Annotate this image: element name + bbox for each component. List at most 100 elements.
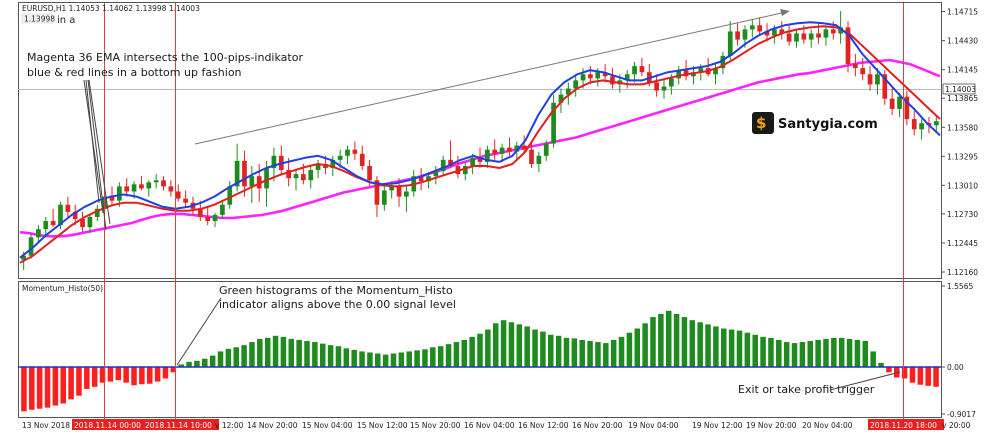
momentum-panel-frame: [18, 281, 942, 418]
momentum-bar: [642, 323, 648, 368]
candle-body: [720, 55, 726, 69]
candle: [220, 201, 225, 219]
momentum-bar: [815, 339, 821, 368]
momentum-bar: [367, 352, 373, 368]
momentum-bar: [52, 367, 59, 406]
momentum-bar: [894, 367, 900, 378]
candle: [212, 212, 218, 228]
candle-body: [521, 145, 527, 150]
price-tick-label: 1.12160: [947, 268, 978, 277]
candle-body: [786, 33, 792, 42]
momentum-bar: [728, 329, 735, 368]
candle: [543, 140, 549, 161]
time-tick-label: 15 Nov 04:00: [302, 421, 353, 430]
momentum-bar: [736, 330, 743, 368]
momentum-bar: [477, 333, 483, 368]
price-tick-label: 1.14145: [947, 66, 978, 75]
candle-body: [661, 86, 667, 91]
candle: [551, 94, 556, 148]
price-tag-box: [942, 83, 976, 95]
price-panel-frame: [18, 2, 942, 279]
momentum-bar: [437, 346, 444, 368]
candle-body: [367, 165, 372, 181]
momentum-bar: [595, 342, 601, 368]
candle-body: [36, 229, 41, 238]
momentum-bar: [280, 336, 287, 368]
momentum-bar: [673, 313, 680, 368]
candle-body: [234, 160, 240, 187]
candle: [381, 186, 387, 211]
time-tick-label: 20 Nov 04:00: [802, 421, 853, 430]
momentum-bar: [131, 367, 137, 386]
momentum-bar: [107, 367, 114, 382]
momentum-bar: [44, 367, 51, 408]
momentum-bar: [807, 341, 814, 368]
red-line: [19, 25, 941, 264]
momentum-bar: [917, 367, 924, 385]
momentum-bar: [115, 367, 122, 381]
candle: [823, 25, 829, 46]
candle-body: [197, 208, 203, 217]
candle-body: [124, 186, 130, 192]
momentum-bar: [351, 349, 357, 368]
candle-body: [109, 196, 115, 201]
candle-body: [359, 153, 365, 166]
momentum-bar: [831, 337, 837, 368]
momentum-bar: [650, 317, 656, 368]
time-tick-label: 13 Nov 2018: [22, 421, 70, 430]
momentum-bar: [414, 350, 420, 368]
candle: [36, 225, 41, 244]
candle-body: [602, 72, 608, 77]
candle-body: [175, 191, 181, 199]
momentum-bar: [327, 345, 334, 368]
momentum-bar: [209, 355, 216, 368]
momentum-bar: [548, 334, 554, 368]
momentum-bar: [390, 353, 397, 368]
momentum-panel-title: Momentum_Histo(50): [22, 284, 103, 293]
candle-body: [860, 68, 866, 75]
candle: [639, 57, 645, 77]
momentum-bar: [760, 336, 766, 368]
candle-body: [911, 119, 917, 130]
momentum-bar: [634, 328, 641, 368]
candle-body: [146, 182, 152, 189]
candle-body: [816, 33, 821, 38]
annotation-momentum-line2: indicator aligns above the 0.00 signal l…: [219, 298, 456, 311]
momentum-bar: [901, 367, 908, 379]
candle-body: [764, 31, 770, 36]
candle-body: [610, 76, 615, 85]
candle-body: [683, 70, 689, 77]
candle: [470, 153, 475, 175]
candle: [242, 150, 247, 197]
candle: [227, 181, 233, 209]
momentum-bar: [375, 353, 381, 368]
candle: [882, 70, 888, 105]
candle-body: [227, 186, 233, 205]
candle: [853, 53, 858, 77]
momentum-bar: [838, 337, 845, 368]
candle-body: [654, 82, 659, 91]
candle-body: [58, 204, 63, 226]
time-tick-label: 14 Nov 20:00: [247, 421, 298, 430]
momentum-bar: [697, 322, 703, 368]
candle-body: [264, 168, 269, 189]
time-label-highlight: [868, 419, 944, 430]
pointer-line-2: [85, 79, 100, 204]
candle-body: [271, 155, 277, 169]
momentum-bar: [194, 360, 200, 368]
price-tick-label: 1.12445: [947, 239, 978, 248]
candle-body: [933, 121, 939, 126]
momentum-bar: [139, 367, 145, 385]
momentum-bar: [186, 361, 192, 368]
dollar-flame-icon: $: [756, 114, 766, 132]
momentum-bar: [532, 329, 538, 368]
momentum-bar: [233, 347, 239, 368]
candle-body: [875, 74, 880, 85]
annotation-top-left-line1: Magenta 36 EMA intersects the 100-pips-i…: [27, 51, 303, 64]
momentum-bar: [862, 341, 869, 368]
momentum-bar: [29, 367, 35, 410]
momentum-bar: [791, 343, 798, 368]
candle: [50, 208, 56, 228]
momentum-bar: [658, 313, 664, 368]
momentum-bar: [343, 348, 350, 368]
